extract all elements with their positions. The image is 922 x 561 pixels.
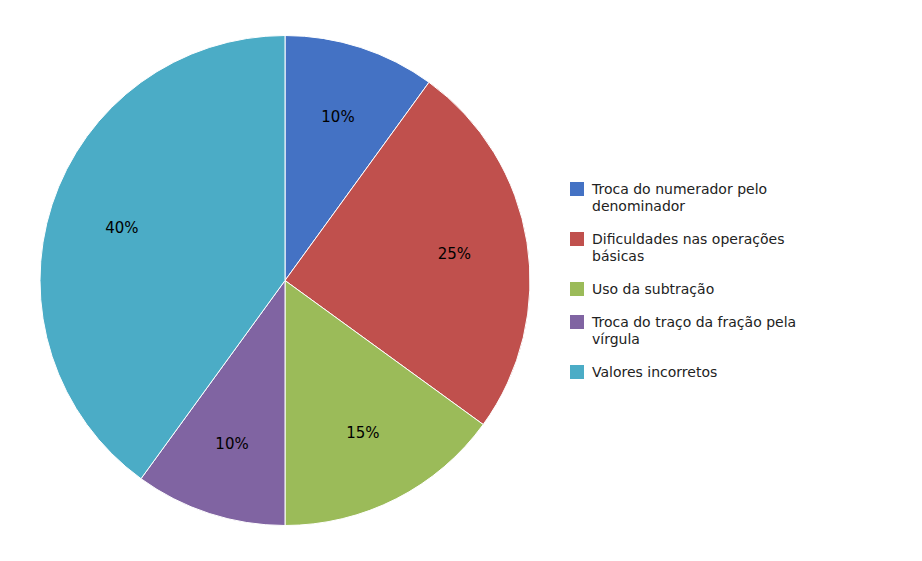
legend-swatch: [570, 282, 584, 296]
legend-label: Troca do numerador pelodenominador: [591, 181, 767, 214]
legend-item: Valores incorretos: [570, 364, 717, 380]
legend: Troca do numerador pelodenominador Dificu…: [570, 181, 796, 380]
legend-label-line: Troca do numerador pelo: [591, 181, 767, 197]
legend-item: Troca do numerador pelodenominador: [570, 181, 767, 214]
data-label: 10%: [321, 108, 354, 126]
data-label: 40%: [105, 219, 138, 237]
legend-swatch: [570, 232, 584, 246]
legend-label: Uso da subtração: [592, 281, 714, 297]
data-label: 25%: [438, 245, 471, 263]
legend-item: Dificuldades nas operaçõesbásicas: [570, 231, 784, 264]
pie-slice: [40, 36, 285, 479]
legend-swatch: [570, 365, 584, 379]
legend-item: Uso da subtração: [570, 281, 714, 297]
legend-label-line: denominador: [592, 198, 685, 214]
pie-slice: [285, 281, 483, 526]
legend-label-line: Uso da subtração: [592, 281, 714, 297]
legend-label-line: vírgula: [592, 331, 640, 347]
chart: 10% 25% 15% 10% 40% Troca do numerador pelode…: [0, 0, 922, 561]
legend-label-line: básicas: [592, 248, 644, 264]
legend-label-line: Dificuldades nas operações: [592, 231, 784, 247]
pie: [40, 36, 530, 526]
legend-swatch: [570, 182, 584, 196]
legend-label-line: Troca do traço da fração pela: [591, 314, 796, 330]
legend-item: Troca do traço da fração pelavírgula: [570, 314, 796, 347]
legend-swatch: [570, 315, 584, 329]
legend-label: Troca do traço da fração pelavírgula: [591, 314, 796, 347]
data-label: 10%: [215, 435, 248, 453]
legend-label-line: Valores incorretos: [592, 364, 717, 380]
legend-label: Valores incorretos: [592, 364, 717, 380]
data-label: 15%: [346, 424, 379, 442]
legend-label: Dificuldades nas operaçõesbásicas: [592, 231, 784, 264]
data-labels: 10% 25% 15% 10% 40%: [105, 108, 471, 452]
